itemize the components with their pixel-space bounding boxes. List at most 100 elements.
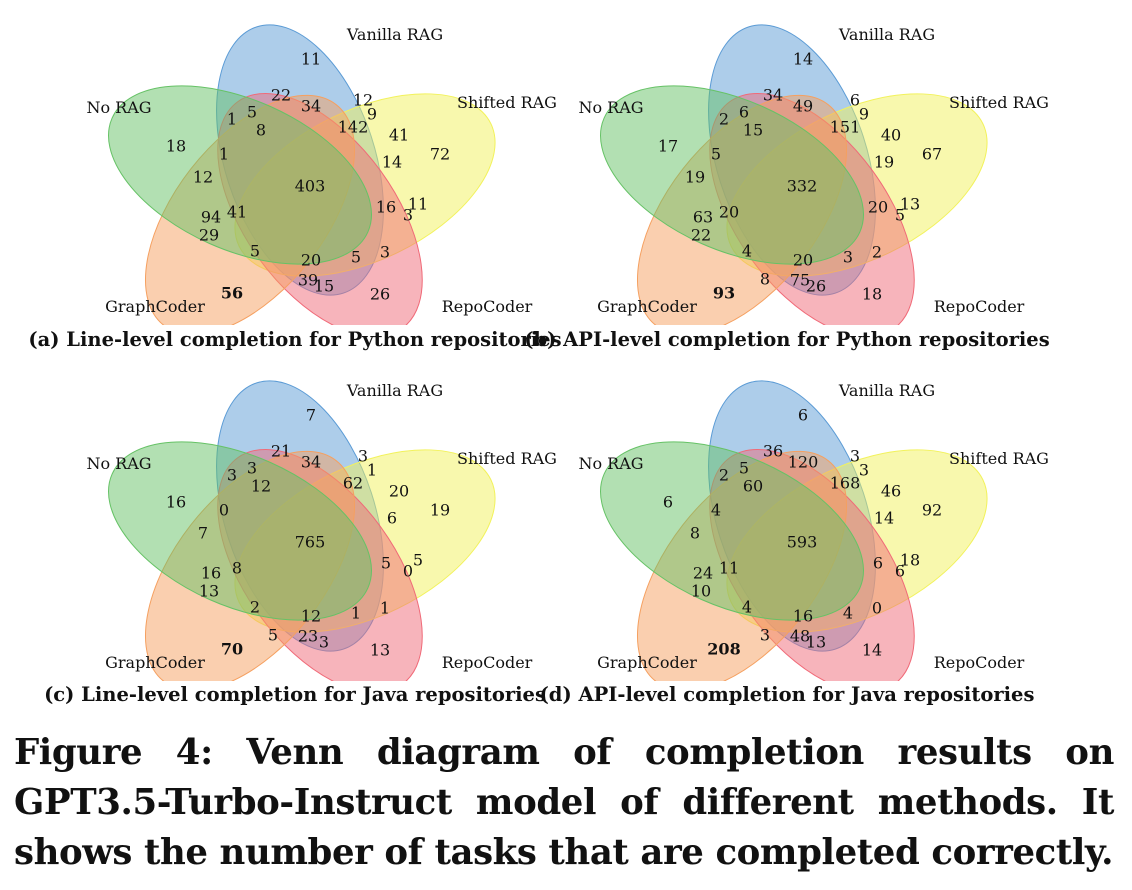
region-count: 16 xyxy=(376,198,396,217)
region-count: 14 xyxy=(862,641,882,660)
region-count: 168 xyxy=(830,474,861,493)
region-count: 7 xyxy=(198,524,208,543)
region-count: 403 xyxy=(295,177,326,196)
subcaption-a: (a) Line-level completion for Python rep… xyxy=(28,328,562,351)
region-count: 120 xyxy=(788,453,819,472)
region-count: 12 xyxy=(353,91,373,110)
set-label: No RAG xyxy=(578,454,643,473)
region-count: 6 xyxy=(387,509,397,528)
set-label: Shifted RAG xyxy=(949,449,1049,468)
region-count: 40 xyxy=(881,126,901,145)
venn-svg: Vanilla RAG Shifted RAG RepoCoder GraphCode… xyxy=(578,24,1049,325)
region-count: 765 xyxy=(295,533,326,552)
region-count: 72 xyxy=(430,145,450,164)
region-count: 34 xyxy=(301,97,321,116)
region-count: 593 xyxy=(787,533,818,552)
figure-caption: Figure 4: Venn diagram of completion res… xyxy=(14,732,1114,873)
region-count: 93 xyxy=(713,284,735,303)
region-count: 3 xyxy=(380,243,390,262)
region-count: 19 xyxy=(874,153,894,172)
region-count: 14 xyxy=(793,50,813,69)
region-count: 3 xyxy=(247,459,257,478)
region-count: 1 xyxy=(227,110,237,129)
region-count: 8 xyxy=(690,524,700,543)
region-count: 63 xyxy=(693,208,713,227)
region-count: 12 xyxy=(193,168,213,187)
set-ellipse-no-rag xyxy=(600,85,864,265)
region-count: 10 xyxy=(691,582,711,601)
region-count: 41 xyxy=(389,126,409,145)
region-count: 17 xyxy=(658,137,678,156)
region-count: 5 xyxy=(413,551,423,570)
region-count: 5 xyxy=(711,145,721,164)
region-count: 14 xyxy=(874,509,894,528)
region-count: 1 xyxy=(380,599,390,618)
region-count: 0 xyxy=(872,599,882,618)
set-label: GraphCoder xyxy=(597,297,697,316)
region-count: 13 xyxy=(806,633,826,652)
region-count: 1 xyxy=(219,145,229,164)
region-count: 11 xyxy=(719,559,739,578)
region-count: 5 xyxy=(381,554,391,573)
region-count: 21 xyxy=(271,442,291,461)
region-count: 15 xyxy=(743,121,763,140)
set-label: Shifted RAG xyxy=(457,93,557,112)
set-label: No RAG xyxy=(578,98,643,117)
region-count: 18 xyxy=(862,285,882,304)
region-count: 70 xyxy=(221,640,243,659)
region-count: 18 xyxy=(166,137,186,156)
region-count: 20 xyxy=(868,198,888,217)
region-count: 3 xyxy=(403,206,413,225)
region-count: 5 xyxy=(268,626,278,645)
region-count: 2 xyxy=(719,110,729,129)
set-ellipse-no-rag xyxy=(108,85,372,265)
set-label: Shifted RAG xyxy=(457,449,557,468)
region-count: 1 xyxy=(351,604,361,623)
region-count: 6 xyxy=(895,562,905,581)
subcaption-d: (d) API-level completion for Java reposi… xyxy=(539,683,1035,706)
region-count: 11 xyxy=(301,50,321,69)
region-count: 34 xyxy=(301,453,321,472)
region-count: 5 xyxy=(351,248,361,267)
set-label: GraphCoder xyxy=(105,653,205,672)
region-count: 3 xyxy=(859,461,869,480)
set-label: Vanilla RAG xyxy=(346,381,443,400)
region-count: 6 xyxy=(739,103,749,122)
set-label: RepoCoder xyxy=(934,297,1025,316)
region-count: 39 xyxy=(298,271,318,290)
venn-panel-c: Vanilla RAG Shifted RAG RepoCoder GraphCode… xyxy=(15,356,575,721)
region-count: 8 xyxy=(256,121,266,140)
region-count: 22 xyxy=(271,86,291,105)
region-count: 62 xyxy=(343,474,363,493)
region-count: 7 xyxy=(306,406,316,425)
region-count: 16 xyxy=(793,607,813,626)
region-count: 142 xyxy=(338,118,369,137)
region-count: 12 xyxy=(301,607,321,626)
region-count: 16 xyxy=(201,564,221,583)
region-count: 29 xyxy=(199,226,219,245)
set-label: GraphCoder xyxy=(105,297,205,316)
set-label: No RAG xyxy=(86,98,151,117)
set-label: No RAG xyxy=(86,454,151,473)
set-label: Vanilla RAG xyxy=(838,25,935,44)
region-count: 41 xyxy=(227,203,247,222)
region-count: 94 xyxy=(201,208,221,227)
region-count: 2 xyxy=(872,243,882,262)
set-label: RepoCoder xyxy=(442,297,533,316)
region-count: 3 xyxy=(358,447,368,466)
region-count: 2 xyxy=(719,466,729,485)
region-count: 6 xyxy=(798,406,808,425)
subcaption-c: (c) Line-level completion for Java repos… xyxy=(44,683,546,706)
region-count: 3 xyxy=(760,626,770,645)
venn-panel-d: Vanilla RAG Shifted RAG RepoCoder GraphCode… xyxy=(507,356,1067,721)
region-count: 151 xyxy=(830,118,861,137)
set-label: RepoCoder xyxy=(934,653,1025,672)
region-count: 9 xyxy=(859,105,869,124)
region-count: 14 xyxy=(382,153,402,172)
region-count: 8 xyxy=(232,559,242,578)
region-count: 5 xyxy=(739,459,749,478)
set-label: GraphCoder xyxy=(597,653,697,672)
set-label: Vanilla RAG xyxy=(346,25,443,44)
region-count: 0 xyxy=(403,562,413,581)
